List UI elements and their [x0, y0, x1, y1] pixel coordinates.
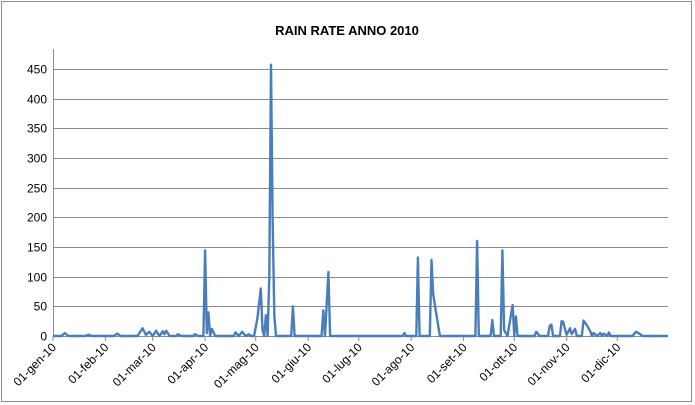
x-tick-label: 01-mag-10	[211, 340, 262, 391]
y-tick-label: 150	[27, 241, 47, 255]
axes	[52, 49, 668, 341]
y-tick-label: 50	[34, 300, 48, 314]
y-tick-label: 400	[27, 93, 47, 107]
x-tick-label: 01-ago-10	[369, 340, 418, 389]
y-tick-label: 350	[27, 122, 47, 136]
x-tick-label: 01-giu-10	[268, 340, 314, 386]
x-tick-label: 01-set-10	[424, 340, 470, 386]
x-tick-label: 01-feb-10	[65, 340, 111, 386]
x-tick-label: 01-mar-10	[110, 340, 159, 389]
chart-title: RAIN RATE ANNO 2010	[275, 23, 419, 38]
x-tick-label: 01-lug-10	[319, 340, 365, 386]
x-tick-label: 01-dic-10	[578, 340, 624, 386]
x-tick-label: 01-nov-10	[525, 340, 573, 388]
y-tick-label: 0	[40, 330, 47, 344]
y-axis-labels: 0 50 100 150 200 250 300 350 400 450	[27, 63, 47, 344]
gridlines	[53, 69, 668, 307]
y-tick-label: 300	[27, 152, 47, 166]
y-tick-label: 200	[27, 211, 47, 225]
x-tick-label: 01-ott-10	[477, 340, 521, 384]
y-tick-label: 450	[27, 63, 47, 77]
plot-area	[53, 63, 668, 338]
x-tick-label: 01-apr-10	[164, 340, 211, 387]
x-tick-label: 01-gen-10	[11, 340, 60, 389]
series-line-rain-rate	[53, 63, 668, 338]
y-tick-label: 250	[27, 182, 47, 196]
y-tick-label: 100	[27, 271, 47, 285]
